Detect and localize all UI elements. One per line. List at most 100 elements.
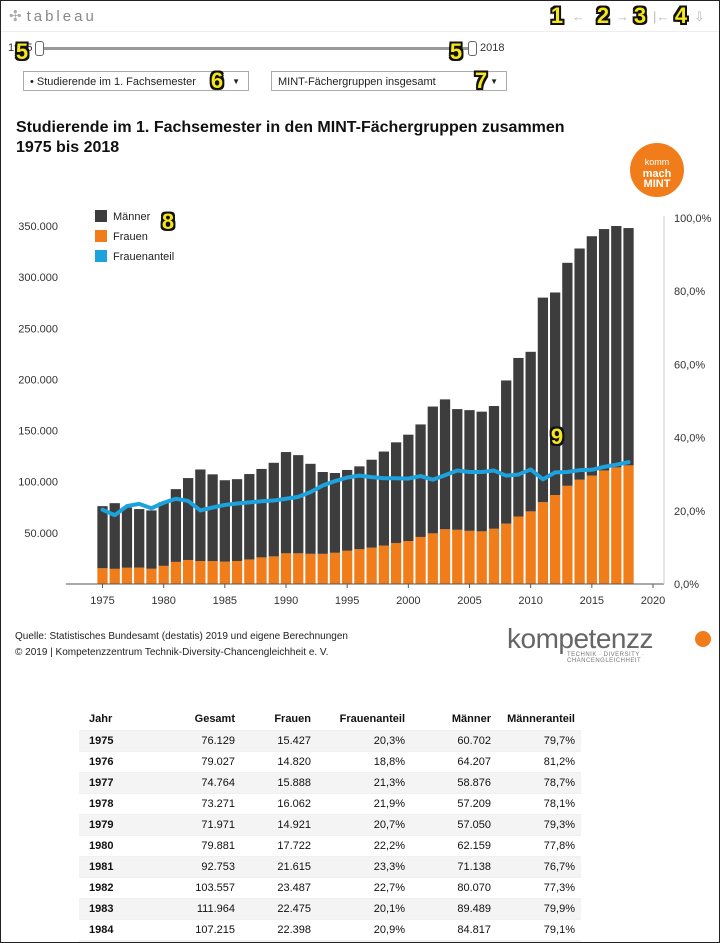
frauen-bar[interactable] bbox=[329, 552, 341, 584]
download-button[interactable]: ⇩ bbox=[694, 9, 705, 24]
frauenanteil-point[interactable] bbox=[614, 463, 618, 467]
frauenanteil-point[interactable] bbox=[394, 476, 398, 480]
frauen-bar[interactable] bbox=[562, 485, 573, 584]
frauenanteil-point[interactable] bbox=[578, 468, 582, 472]
kompetenzz-logo[interactable]: kompetenzz bbox=[507, 623, 653, 654]
frauenanteil-point[interactable] bbox=[590, 468, 594, 472]
frauen-bar[interactable] bbox=[231, 560, 243, 584]
table-header-cell[interactable]: Frauen bbox=[274, 713, 311, 725]
slider-handle-start[interactable] bbox=[35, 41, 44, 56]
maenner-bar[interactable] bbox=[439, 399, 451, 530]
frauen-bar[interactable] bbox=[207, 561, 218, 584]
frauen-bar[interactable] bbox=[488, 528, 500, 584]
slider-handle-end[interactable] bbox=[468, 41, 477, 56]
frauenanteil-point[interactable] bbox=[284, 497, 288, 501]
frauen-bar[interactable] bbox=[146, 568, 157, 584]
frauenanteil-point[interactable] bbox=[333, 479, 337, 483]
frauen-bar[interactable] bbox=[219, 561, 230, 584]
maenner-bar[interactable] bbox=[256, 468, 267, 558]
frauenanteil-point[interactable] bbox=[602, 465, 606, 469]
maenner-bar[interactable] bbox=[342, 469, 353, 551]
maenner-bar[interactable] bbox=[158, 502, 169, 566]
maenner-bar[interactable] bbox=[354, 466, 365, 550]
frauenanteil-point[interactable] bbox=[272, 499, 276, 503]
frauen-bar[interactable] bbox=[195, 561, 206, 584]
frauen-bar[interactable] bbox=[121, 567, 133, 584]
frauen-bar[interactable] bbox=[439, 529, 451, 584]
maenner-bar[interactable] bbox=[598, 229, 610, 471]
frauen-bar[interactable] bbox=[501, 523, 512, 584]
frauen-bar[interactable] bbox=[390, 543, 402, 584]
maenner-bar[interactable] bbox=[329, 473, 341, 553]
frauenanteil-point[interactable] bbox=[382, 476, 386, 480]
frauenanteil-point[interactable] bbox=[541, 477, 545, 481]
frauen-bar[interactable] bbox=[134, 567, 145, 584]
frauenanteil-point[interactable] bbox=[211, 506, 215, 510]
maenner-bar[interactable] bbox=[390, 442, 402, 544]
maenner-bar[interactable] bbox=[244, 474, 255, 560]
maenner-bar[interactable] bbox=[134, 509, 145, 568]
measure-dropdown[interactable]: • Studierende im 1. Fachsemester ▼ bbox=[23, 71, 249, 91]
frauenanteil-point[interactable] bbox=[468, 470, 471, 474]
frauen-bar[interactable] bbox=[586, 475, 597, 584]
frauen-bar[interactable] bbox=[256, 557, 267, 584]
frauen-bar[interactable] bbox=[476, 531, 487, 584]
maenner-bar[interactable] bbox=[562, 262, 573, 486]
revert-button[interactable]: |← bbox=[653, 9, 670, 24]
frauen-bar[interactable] bbox=[549, 495, 561, 584]
frauenanteil-point[interactable] bbox=[308, 490, 312, 494]
maenner-bar[interactable] bbox=[378, 451, 390, 546]
komm-mach-mint-logo[interactable]: komm mach MINT bbox=[630, 143, 684, 197]
frauen-bar[interactable] bbox=[513, 516, 524, 584]
frauen-bar[interactable] bbox=[378, 545, 390, 584]
frauenanteil-point[interactable] bbox=[480, 470, 484, 474]
frauen-bar[interactable] bbox=[158, 565, 169, 584]
maenner-bar[interactable] bbox=[195, 469, 206, 562]
maenner-bar[interactable] bbox=[501, 380, 512, 524]
frauenanteil-point[interactable] bbox=[149, 506, 153, 510]
maenner-bar[interactable] bbox=[97, 506, 108, 569]
frauen-bar[interactable] bbox=[280, 553, 292, 584]
frauenanteil-point[interactable] bbox=[174, 497, 178, 501]
maenner-bar[interactable] bbox=[219, 480, 230, 562]
tableau-logo[interactable]: ✣ tableau bbox=[9, 7, 97, 25]
frauenanteil-point[interactable] bbox=[431, 478, 435, 482]
frauenanteil-point[interactable] bbox=[627, 460, 631, 464]
maenner-bar[interactable] bbox=[207, 474, 218, 562]
frauen-bar[interactable] bbox=[268, 556, 279, 584]
maenner-bar[interactable] bbox=[305, 463, 316, 554]
maenner-bar[interactable] bbox=[611, 226, 622, 468]
frauen-bar[interactable] bbox=[537, 502, 549, 584]
frauenanteil-point[interactable] bbox=[345, 475, 349, 479]
maenner-bar[interactable] bbox=[146, 510, 157, 569]
redo-button[interactable]: → bbox=[616, 9, 629, 24]
frauenanteil-point[interactable] bbox=[198, 508, 202, 512]
maenner-bar[interactable] bbox=[574, 248, 585, 480]
frauen-bar[interactable] bbox=[574, 479, 585, 584]
table-header-cell[interactable]: Jahr bbox=[89, 713, 113, 725]
maenner-bar[interactable] bbox=[317, 471, 328, 554]
frauenanteil-point[interactable] bbox=[296, 495, 300, 499]
maenner-bar[interactable] bbox=[121, 507, 133, 568]
frauenanteil-point[interactable] bbox=[162, 501, 166, 505]
frauenanteil-point[interactable] bbox=[419, 474, 423, 478]
frauenanteil-point[interactable] bbox=[492, 469, 496, 473]
frauenanteil-point[interactable] bbox=[260, 499, 264, 503]
frauen-bar[interactable] bbox=[415, 536, 426, 584]
frauenanteil-point[interactable] bbox=[186, 499, 190, 503]
frauen-bar[interactable] bbox=[354, 549, 365, 584]
table-header-cell[interactable]: Frauenanteil bbox=[339, 713, 405, 725]
maenner-bar[interactable] bbox=[488, 406, 500, 529]
year-range-slider[interactable] bbox=[35, 41, 477, 56]
frauen-bar[interactable] bbox=[170, 561, 182, 584]
frauenanteil-point[interactable] bbox=[101, 508, 104, 512]
frauenanteil-point[interactable] bbox=[370, 475, 374, 479]
frauenanteil-point[interactable] bbox=[504, 474, 508, 478]
maenner-bar[interactable] bbox=[513, 357, 524, 517]
frauen-bar[interactable] bbox=[403, 541, 414, 584]
frauenanteil-point[interactable] bbox=[565, 470, 569, 474]
frauenanteil-point[interactable] bbox=[247, 500, 251, 504]
group-dropdown[interactable]: MINT-Fächergruppen insgesamt ▼ bbox=[271, 71, 507, 91]
maenner-bar[interactable] bbox=[623, 228, 634, 466]
frauen-bar[interactable] bbox=[109, 568, 120, 584]
